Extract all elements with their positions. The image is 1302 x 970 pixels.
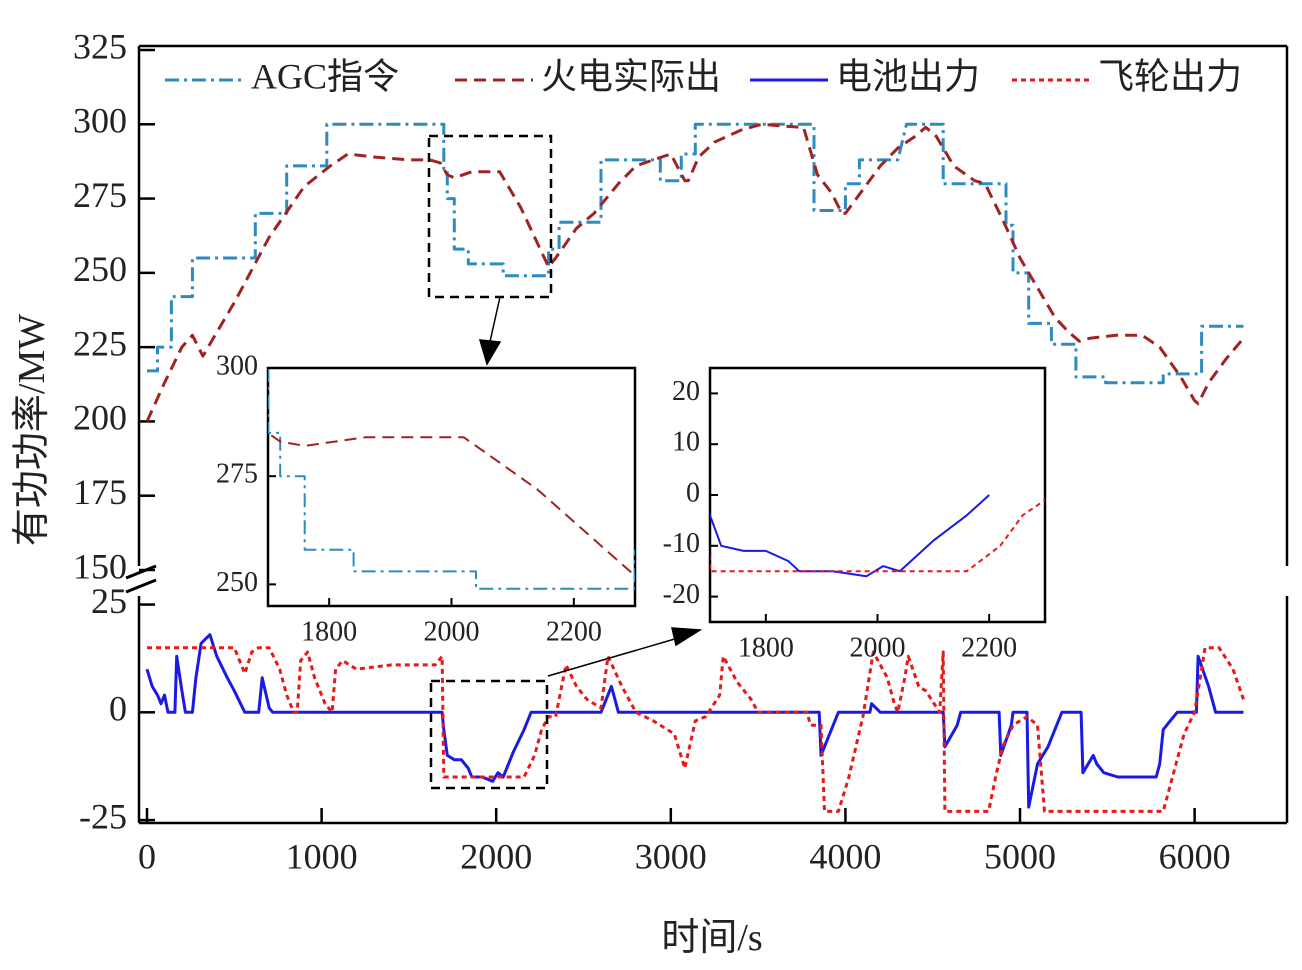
y-axis-title: 有功功率/MW — [11, 314, 53, 546]
legend-item-thermal: 火电实际出 — [455, 56, 721, 96]
inset-x-tick-label: 2200 — [546, 616, 602, 647]
lower-series — [145, 633, 1245, 813]
inset-lower-zoom: 1800 2000 2200 -20 -10 0 10 20 — [663, 366, 1047, 664]
series-thermal — [268, 431, 635, 577]
series-agc — [147, 122, 1244, 385]
inset-y-tick-label: 10 — [672, 427, 700, 458]
y-tick-label: 150 — [73, 546, 127, 586]
inset-y-tick-label: 0 — [686, 477, 700, 508]
legend: AGC指令 火电实际出 电池出力 飞轮出力 — [165, 56, 1242, 96]
inset-x-tick-label: 2000 — [850, 632, 906, 663]
axis-break-mark — [125, 564, 157, 594]
y-tick-label: 175 — [73, 472, 127, 512]
legend-label: 飞轮出力 — [1098, 56, 1242, 96]
upper-y-ticks: 150 175 200 225 250 275 300 325 — [73, 26, 155, 586]
inset-upper-ticks: 1800 2000 2200 250 275 300 — [216, 350, 602, 647]
inset-y-tick-label: -20 — [663, 579, 700, 610]
y-tick-label: 250 — [73, 249, 127, 289]
y-tick-label: -25 — [79, 796, 127, 836]
inset-lower-series — [710, 494, 1045, 578]
upper-series — [145, 122, 1245, 423]
x-tick-label: 5000 — [984, 836, 1056, 876]
inset-lower-ticks: 1800 2000 2200 -20 -10 0 10 20 — [663, 376, 1017, 664]
legend-item-battery: 电池出力 — [750, 56, 980, 96]
zoom-box-upper — [427, 134, 553, 299]
series-flywheel — [710, 499, 1045, 573]
lower-y-ticks: -25 0 25 — [79, 581, 155, 836]
series-battery — [145, 633, 1244, 809]
zoom-arrows — [478, 296, 703, 677]
x-tick-label: 2000 — [460, 836, 532, 876]
inset-upper-zoom: 1800 2000 2200 250 275 300 — [216, 350, 637, 647]
y-tick-label: 275 — [73, 175, 127, 215]
x-ticks: 0 1000 2000 3000 4000 5000 6000 — [138, 808, 1231, 876]
inset-y-tick-label: 275 — [216, 459, 258, 490]
legend-item-agc: AGC指令 — [165, 56, 399, 96]
legend-label: 电池出力 — [836, 56, 980, 96]
inset-x-tick-label: 1800 — [301, 616, 357, 647]
x-tick-label: 0 — [138, 836, 156, 876]
y-tick-label: 0 — [109, 689, 127, 729]
zoom-box-lower — [429, 679, 549, 790]
y-tick-label: 300 — [73, 101, 127, 141]
inset-x-tick-label: 2200 — [961, 632, 1017, 663]
y-tick-label: 25 — [91, 581, 127, 621]
inset-y-tick-label: 250 — [216, 567, 258, 598]
y-tick-label: 225 — [73, 323, 127, 363]
legend-label: AGC指令 — [251, 56, 399, 96]
x-axis-title: 时间/s — [661, 917, 762, 959]
series-thermal — [145, 122, 1245, 423]
x-tick-label: 1000 — [286, 836, 358, 876]
inset-y-tick-label: 20 — [672, 376, 700, 407]
series-flywheel — [147, 646, 1245, 813]
legend-item-flywheel: 飞轮出力 — [1012, 56, 1242, 96]
x-tick-label: 6000 — [1159, 836, 1231, 876]
inset-x-tick-label: 1800 — [738, 632, 794, 663]
inset-x-tick-label: 2000 — [424, 616, 480, 647]
inset-upper-series — [268, 368, 635, 590]
series-battery — [710, 494, 990, 578]
x-tick-label: 4000 — [809, 836, 881, 876]
y-tick-label: 325 — [73, 26, 127, 66]
inset-y-tick-label: -10 — [663, 528, 700, 559]
plot-frame — [137, 44, 1289, 825]
x-tick-label: 3000 — [635, 836, 707, 876]
y-tick-label: 200 — [73, 398, 127, 438]
inset-y-tick-label: 300 — [216, 350, 258, 381]
legend-label: 火电实际出 — [541, 56, 721, 96]
